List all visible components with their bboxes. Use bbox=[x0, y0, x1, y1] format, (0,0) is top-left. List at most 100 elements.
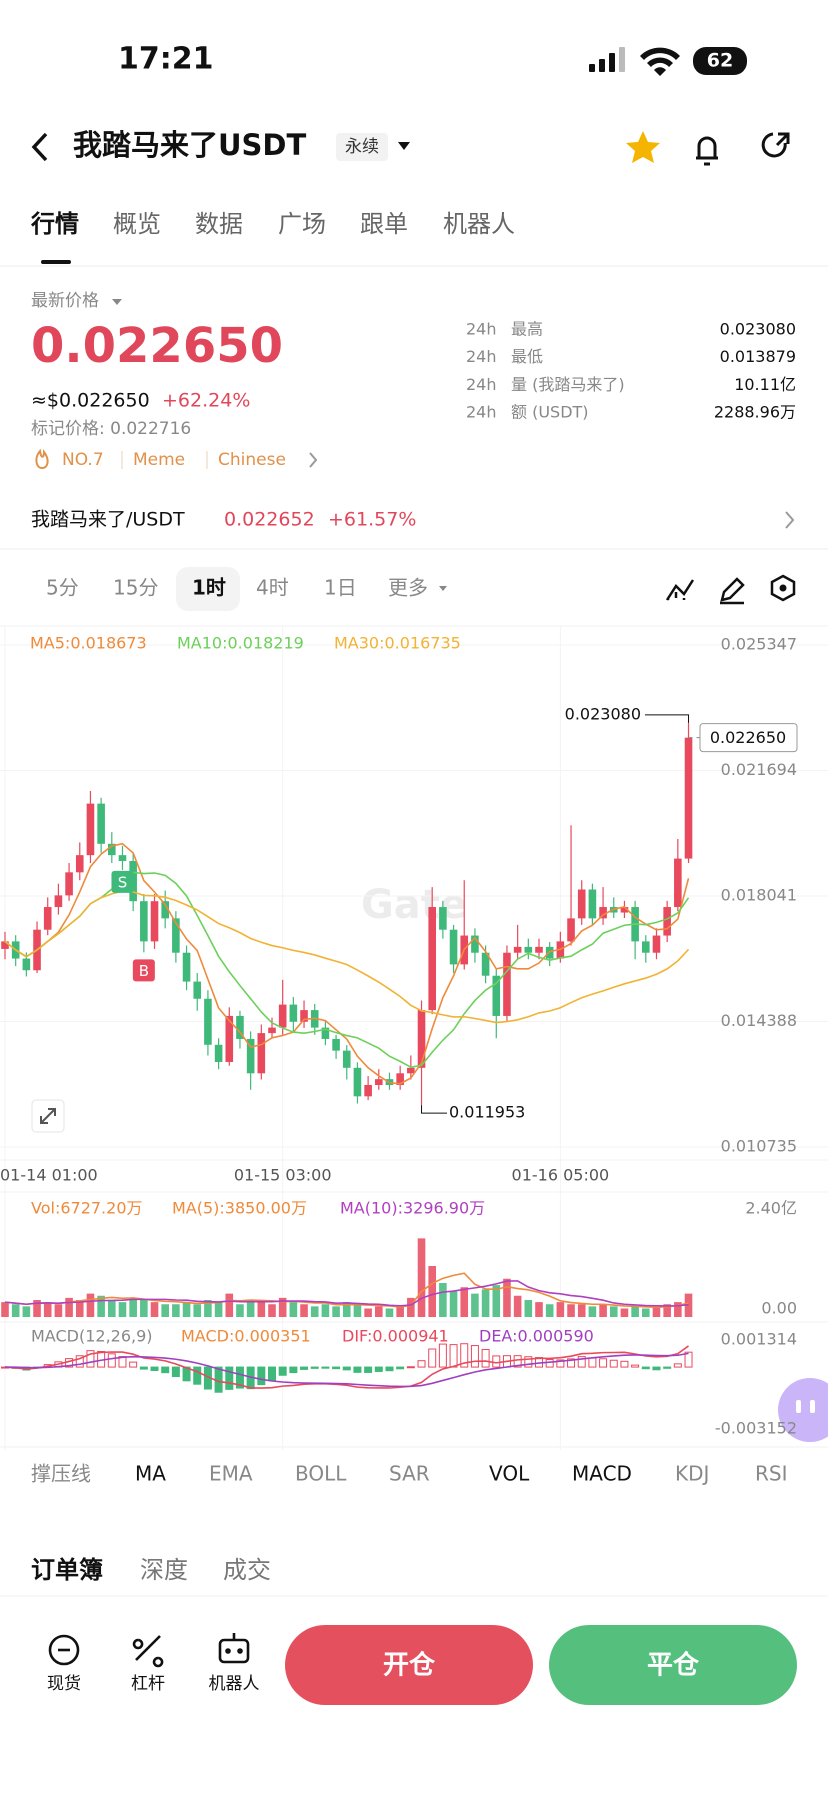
tab[interactable]: 数据 bbox=[195, 210, 243, 238]
volume-bar bbox=[545, 1304, 554, 1317]
close-button-label[interactable]: 平仓 bbox=[647, 1650, 700, 1681]
volume-bar bbox=[172, 1304, 180, 1317]
open-position-button[interactable] bbox=[285, 1625, 533, 1705]
dif-line bbox=[4, 1345, 689, 1389]
tab[interactable]: 行情 bbox=[30, 210, 79, 238]
macd-label: DIF:0.000941 bbox=[342, 1327, 449, 1346]
interval-selected-bg bbox=[176, 567, 240, 611]
tab[interactable]: 概览 bbox=[113, 210, 161, 238]
interval[interactable]: 1时 bbox=[192, 576, 226, 600]
candle-body bbox=[471, 935, 479, 953]
vol-tick-label: 2.40亿 bbox=[745, 1199, 797, 1218]
candle-body bbox=[257, 1033, 266, 1074]
usd-price: ≈$0.022650 bbox=[31, 390, 150, 412]
book-tab[interactable]: 成交 bbox=[223, 1556, 271, 1584]
tag[interactable]: NO.7 bbox=[62, 450, 104, 470]
interval[interactable]: 1日 bbox=[324, 576, 357, 600]
candle-body bbox=[278, 1004, 287, 1028]
assistant-bubble[interactable] bbox=[778, 1378, 828, 1442]
macd-tick-label: 0.001314 bbox=[721, 1330, 797, 1349]
volume-bar bbox=[449, 1291, 458, 1317]
indicator-tab[interactable]: RSI bbox=[755, 1462, 788, 1486]
indicator-tab[interactable]: KDJ bbox=[675, 1462, 709, 1486]
macd-bar bbox=[631, 1364, 640, 1368]
interval[interactable]: 4时 bbox=[256, 576, 289, 600]
volume-bar bbox=[342, 1302, 351, 1317]
tab[interactable]: 机器人 bbox=[443, 210, 515, 238]
book-tab[interactable]: 订单簿 bbox=[31, 1556, 103, 1584]
stat-period: 24h bbox=[466, 375, 497, 394]
tag[interactable]: Chinese bbox=[218, 450, 286, 470]
candle-body bbox=[54, 895, 63, 908]
chevron[interactable] bbox=[309, 452, 318, 468]
book-tab[interactable]: 深度 bbox=[140, 1556, 188, 1584]
interval[interactable]: 15分 bbox=[113, 576, 158, 600]
macd-bar bbox=[161, 1366, 170, 1374]
indicator-tab[interactable]: MACD bbox=[572, 1462, 632, 1486]
back-button[interactable] bbox=[31, 132, 48, 162]
indicator-tab[interactable]: EMA bbox=[209, 1462, 253, 1486]
dropdown-icon[interactable] bbox=[112, 299, 122, 305]
indicator-tab[interactable]: SAR bbox=[389, 1462, 430, 1486]
macd-bar bbox=[278, 1366, 287, 1376]
tag[interactable]: Meme bbox=[133, 450, 185, 470]
ma-line bbox=[4, 842, 690, 1085]
volume-bar bbox=[150, 1302, 159, 1317]
macd-bar bbox=[417, 1360, 426, 1368]
stat-value: 10.11亿 bbox=[734, 375, 796, 394]
stat-period: 24h bbox=[466, 347, 497, 366]
candle-body bbox=[364, 1084, 372, 1097]
favorite-star[interactable] bbox=[626, 131, 660, 163]
volume-bar bbox=[492, 1285, 501, 1317]
candle-body bbox=[268, 1027, 276, 1034]
indicator-tab[interactable]: MA bbox=[135, 1462, 166, 1486]
draw-icon[interactable] bbox=[720, 577, 745, 605]
share-icon[interactable] bbox=[761, 132, 790, 158]
candle-body bbox=[449, 929, 458, 965]
dropdown-icon[interactable] bbox=[398, 142, 410, 150]
spot-pair[interactable]: 我踏马来了/USDT bbox=[31, 509, 185, 531]
macd-bar bbox=[684, 1351, 693, 1368]
macd-bar bbox=[470, 1345, 479, 1368]
candle-body bbox=[236, 1015, 244, 1039]
high-label: 0.023080 bbox=[565, 704, 641, 723]
macd-bar bbox=[353, 1366, 362, 1373]
interval[interactable]: 5分 bbox=[46, 576, 79, 600]
volume-bar bbox=[236, 1304, 244, 1317]
open-button-label[interactable]: 开仓 bbox=[383, 1650, 436, 1681]
nav-label[interactable]: 机器人 bbox=[209, 1674, 260, 1694]
indicator-tab[interactable]: BOLL bbox=[295, 1462, 347, 1486]
stat-value: 0.013879 bbox=[720, 347, 796, 366]
dropdown-icon[interactable] bbox=[439, 586, 447, 591]
tab[interactable]: 广场 bbox=[278, 210, 326, 238]
price-change: +62.24% bbox=[162, 390, 250, 412]
candle-body bbox=[289, 1004, 298, 1022]
settings-icon[interactable] bbox=[770, 574, 796, 602]
indicator-tab[interactable]: VOL bbox=[489, 1462, 530, 1486]
chevron[interactable] bbox=[785, 511, 795, 529]
nav-label[interactable]: 现货 bbox=[47, 1674, 81, 1694]
battery-level: 62 bbox=[707, 50, 733, 72]
tab[interactable]: 跟单 bbox=[360, 210, 408, 238]
indicator-tab[interactable]: 撑压线 bbox=[31, 1462, 91, 1486]
volume-bar bbox=[161, 1304, 169, 1317]
candle-body bbox=[1, 941, 9, 949]
bubble-eye bbox=[796, 1400, 801, 1413]
low-pointer bbox=[421, 1105, 447, 1114]
candle-body bbox=[321, 1027, 330, 1039]
candle-body bbox=[620, 907, 629, 913]
candle-body bbox=[118, 855, 127, 861]
candle-body bbox=[43, 907, 52, 930]
macd-bar bbox=[406, 1366, 415, 1369]
volume-bar bbox=[182, 1302, 191, 1317]
candle-body bbox=[492, 975, 501, 1016]
close-position-button[interactable] bbox=[549, 1625, 797, 1705]
interval[interactable]: 更多 bbox=[388, 576, 428, 600]
volume-bar bbox=[54, 1304, 63, 1317]
candle-body bbox=[684, 737, 693, 859]
indicator-icon[interactable] bbox=[665, 579, 695, 601]
nav-label[interactable]: 杠杆 bbox=[131, 1674, 165, 1694]
alert-bell[interactable] bbox=[696, 136, 718, 166]
